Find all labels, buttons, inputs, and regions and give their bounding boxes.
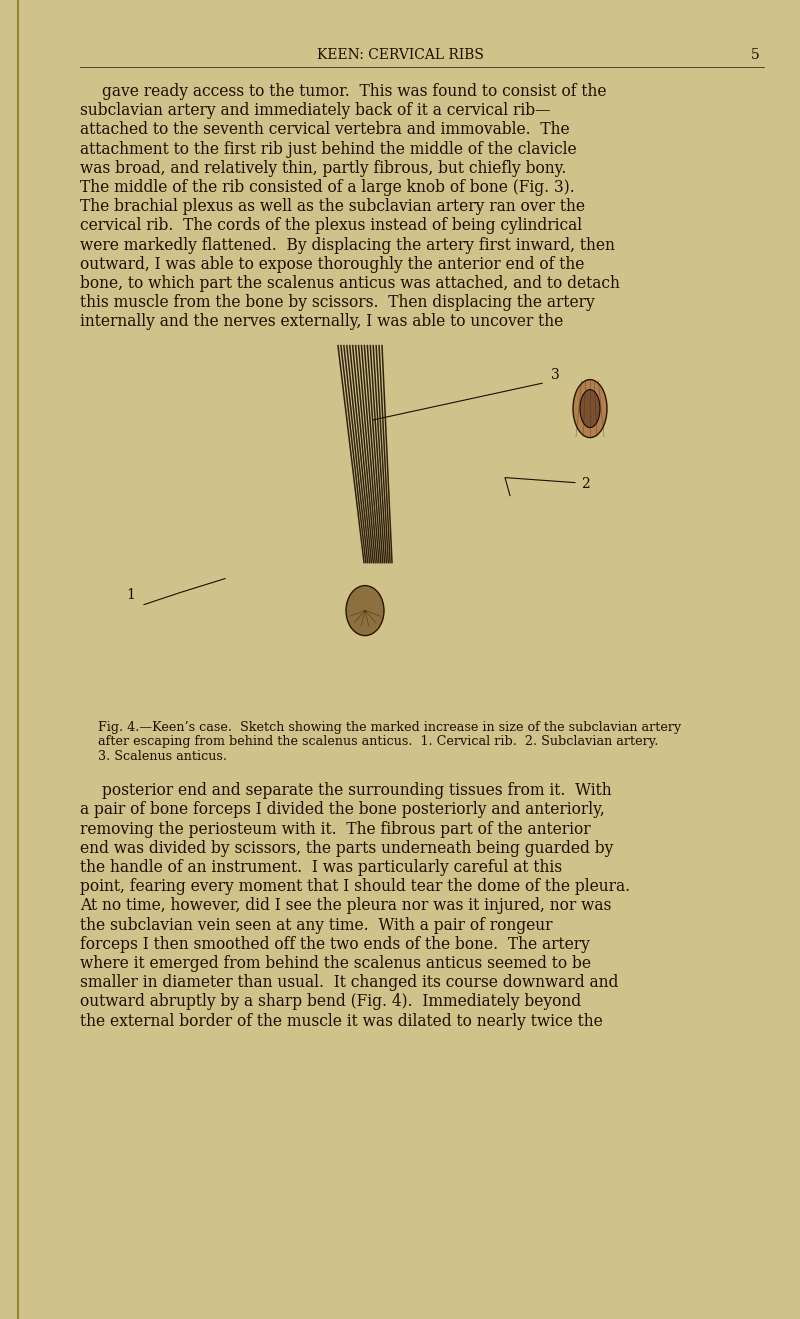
Text: outward abruptly by a sharp bend (Fig. 4).  Immediately beyond: outward abruptly by a sharp bend (Fig. 4…: [80, 993, 581, 1010]
Text: posterior end and separate the surrounding tissues from it.  With: posterior end and separate the surroundi…: [102, 782, 612, 799]
Text: were markedly flattened.  By displacing the artery first inward, then: were markedly flattened. By displacing t…: [80, 236, 615, 253]
Text: At no time, however, did I see the pleura nor was it injured, nor was: At no time, however, did I see the pleur…: [80, 897, 611, 914]
Text: 2: 2: [581, 476, 590, 491]
Text: was broad, and relatively thin, partly fibrous, but chiefly bony.: was broad, and relatively thin, partly f…: [80, 160, 566, 177]
Text: 3: 3: [551, 368, 560, 381]
Text: attachment to the first rib just behind the middle of the clavicle: attachment to the first rib just behind …: [80, 141, 577, 157]
Text: a pair of bone forceps I divided the bone posteriorly and anteriorly,: a pair of bone forceps I divided the bon…: [80, 802, 605, 818]
Text: subclavian artery and immediately back of it a cervical rib—: subclavian artery and immediately back o…: [80, 102, 550, 119]
Text: The middle of the rib consisted of a large knob of bone (Fig. 3).: The middle of the rib consisted of a lar…: [80, 179, 574, 197]
Text: gave ready access to the tumor.  This was found to consist of the: gave ready access to the tumor. This was…: [102, 83, 606, 100]
Text: internally and the nerves externally, I was able to uncover the: internally and the nerves externally, I …: [80, 314, 563, 330]
Text: attached to the seventh cervical vertebra and immovable.  The: attached to the seventh cervical vertebr…: [80, 121, 570, 138]
Text: 3. Scalenus anticus.: 3. Scalenus anticus.: [98, 749, 227, 762]
Text: The brachial plexus as well as the subclavian artery ran over the: The brachial plexus as well as the subcl…: [80, 198, 585, 215]
Text: the subclavian vein seen at any time.  With a pair of rongeur: the subclavian vein seen at any time. Wi…: [80, 917, 553, 934]
Ellipse shape: [346, 586, 384, 636]
Bar: [80, 340, 764, 711]
Ellipse shape: [580, 389, 600, 427]
Text: the handle of an instrument.  I was particularly careful at this: the handle of an instrument. I was parti…: [80, 859, 562, 876]
Text: after escaping from behind the scalenus anticus.  1. Cervical rib.  2. Subclavia: after escaping from behind the scalenus …: [98, 735, 658, 748]
Text: cervical rib.  The cords of the plexus instead of being cylindrical: cervical rib. The cords of the plexus in…: [80, 218, 582, 235]
Text: removing the periosteum with it.  The fibrous part of the anterior: removing the periosteum with it. The fib…: [80, 820, 590, 838]
Text: point, fearing every moment that I should tear the dome of the pleura.: point, fearing every moment that I shoul…: [80, 878, 630, 896]
Text: forceps I then smoothed off the two ends of the bone.  The artery: forceps I then smoothed off the two ends…: [80, 935, 590, 952]
Text: end was divided by scissors, the parts underneath being guarded by: end was divided by scissors, the parts u…: [80, 840, 614, 857]
Text: where it emerged from behind the scalenus anticus seemed to be: where it emerged from behind the scalenu…: [80, 955, 591, 972]
Text: bone, to which part the scalenus anticus was attached, and to detach: bone, to which part the scalenus anticus…: [80, 274, 620, 291]
Text: smaller in diameter than usual.  It changed its course downward and: smaller in diameter than usual. It chang…: [80, 975, 618, 991]
Text: KEEN: CERVICAL RIBS: KEEN: CERVICAL RIBS: [317, 47, 483, 62]
Text: 1: 1: [126, 587, 135, 601]
Text: outward, I was able to expose thoroughly the anterior end of the: outward, I was able to expose thoroughly…: [80, 256, 584, 273]
Text: 5: 5: [750, 47, 759, 62]
Text: the external border of the muscle it was dilated to nearly twice the: the external border of the muscle it was…: [80, 1013, 602, 1030]
Ellipse shape: [573, 380, 607, 438]
Text: this muscle from the bone by scissors.  Then displacing the artery: this muscle from the bone by scissors. T…: [80, 294, 594, 311]
Text: Fig. 4.—Keen’s case.  Sketch showing the marked increase in size of the subclavi: Fig. 4.—Keen’s case. Sketch showing the …: [98, 720, 682, 733]
